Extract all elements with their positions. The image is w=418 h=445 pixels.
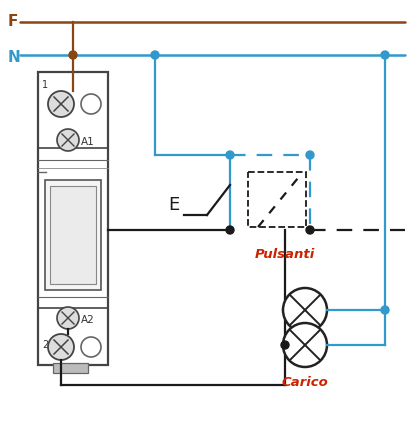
Circle shape — [81, 94, 101, 114]
Bar — [38, 72, 108, 365]
Circle shape — [226, 226, 234, 234]
Text: F: F — [8, 15, 18, 29]
Circle shape — [283, 323, 327, 367]
Text: 1: 1 — [42, 80, 48, 90]
Text: N: N — [8, 49, 21, 65]
Text: A1: A1 — [81, 137, 95, 147]
Text: Carico: Carico — [282, 376, 329, 389]
Circle shape — [81, 337, 101, 357]
Bar — [45, 180, 101, 290]
Bar — [50, 186, 96, 284]
Bar — [248, 172, 306, 227]
Circle shape — [381, 51, 389, 59]
Circle shape — [226, 151, 234, 159]
Circle shape — [381, 306, 389, 314]
Circle shape — [48, 334, 74, 360]
Circle shape — [57, 307, 79, 329]
Text: Pulsanti: Pulsanti — [255, 248, 315, 261]
Circle shape — [283, 288, 327, 332]
Circle shape — [48, 91, 74, 117]
Text: A2: A2 — [81, 315, 95, 325]
Circle shape — [69, 51, 77, 59]
Circle shape — [306, 226, 314, 234]
Bar — [53, 363, 88, 373]
Text: 2: 2 — [42, 340, 48, 350]
Circle shape — [151, 51, 159, 59]
Text: E: E — [168, 196, 180, 214]
Circle shape — [281, 341, 289, 349]
Circle shape — [306, 151, 314, 159]
Circle shape — [57, 129, 79, 151]
